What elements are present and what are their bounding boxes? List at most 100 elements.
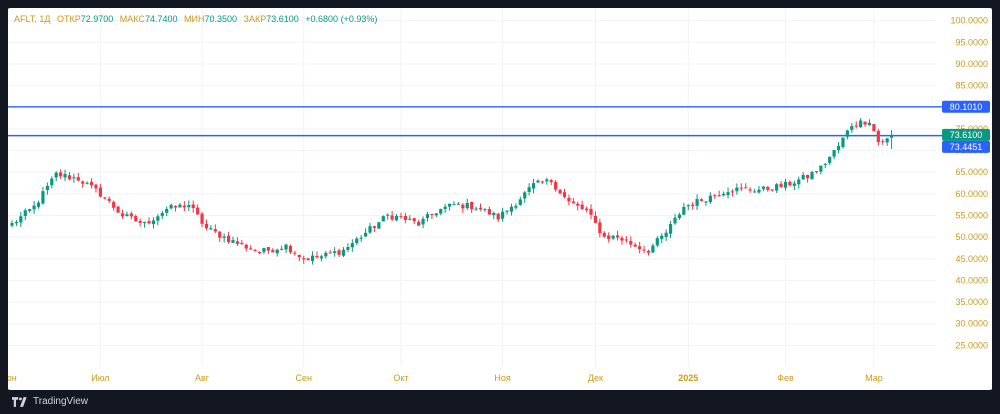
close-value: 73.6100 xyxy=(266,14,299,24)
candle-body xyxy=(841,137,845,147)
y-tick-label: 75.0000 xyxy=(955,124,988,134)
candle-body xyxy=(836,146,841,151)
price-label-box xyxy=(942,128,990,141)
candle-body xyxy=(394,215,399,221)
candle-body xyxy=(417,221,421,226)
candle-body xyxy=(28,209,32,211)
candle-body xyxy=(885,138,889,143)
candle-body xyxy=(854,125,858,127)
price-axis[interactable]: 100.000095.000090.000085.000080.000075.0… xyxy=(950,16,988,351)
candle-body xyxy=(147,221,151,224)
candle-body xyxy=(527,187,531,192)
x-tick-label: Дек xyxy=(588,373,603,383)
candle-body xyxy=(487,209,491,215)
candle-body xyxy=(341,249,346,256)
low-value: 70.3500 xyxy=(204,14,238,24)
candle-body xyxy=(470,201,474,210)
candle-body xyxy=(421,218,425,225)
chart-frame: 100.000095.000090.000085.000080.000075.0… xyxy=(8,8,992,390)
candle-body xyxy=(633,244,637,247)
y-tick-label: 25.0000 xyxy=(955,340,988,350)
candle-body xyxy=(76,177,80,181)
y-tick-label: 40.0000 xyxy=(955,275,988,285)
candle-body xyxy=(89,181,94,186)
candle-body xyxy=(536,180,540,183)
symbol-name[interactable]: AFLT, 1Д xyxy=(14,14,51,24)
candlestick-chart: 100.000095.000090.000085.000080.000075.0… xyxy=(8,8,990,383)
candle-body xyxy=(576,203,580,206)
candle-body xyxy=(889,134,894,138)
candle-body xyxy=(664,232,668,237)
candle-body xyxy=(580,204,584,210)
candle-body xyxy=(766,186,770,190)
y-tick-label: 85.0000 xyxy=(955,81,988,91)
candle-body xyxy=(540,181,544,183)
candle-body xyxy=(337,250,341,255)
candle-body xyxy=(408,218,412,220)
candle-body xyxy=(425,214,430,219)
candle-body xyxy=(23,210,27,216)
candle-body xyxy=(434,213,438,216)
candle-body xyxy=(196,207,200,215)
candle-body xyxy=(204,223,209,229)
candle-body xyxy=(36,202,41,207)
candle-body xyxy=(399,216,403,218)
candle-body xyxy=(107,198,111,201)
candle-body xyxy=(797,179,801,185)
horizontal-lines[interactable] xyxy=(8,106,944,137)
time-axis[interactable]: Июн Июл Авг Сен Окт Ноя Дек 2025 Фев Мар xyxy=(8,373,883,383)
candle-body xyxy=(850,126,854,130)
candle-body xyxy=(832,150,836,157)
candle-body xyxy=(443,206,447,210)
candle-body xyxy=(788,181,792,186)
symbol-legend[interactable]: AFLT, 1Д ОТКР72.9700 МАКС74.7400 МИН70.3… xyxy=(14,14,377,24)
x-tick-label: Фев xyxy=(777,373,794,383)
candle-body xyxy=(567,197,571,202)
candle-body xyxy=(492,212,496,216)
candle-body xyxy=(32,205,36,210)
candle-body xyxy=(231,240,235,243)
candle-body xyxy=(103,197,107,199)
candle-body xyxy=(120,213,125,217)
tradingview-brand[interactable]: TradingView xyxy=(12,396,88,407)
candle-body xyxy=(165,208,169,213)
candle-body xyxy=(545,179,549,182)
y-tick-label: 65.0000 xyxy=(955,167,988,177)
candle-body xyxy=(655,238,659,246)
candle-body xyxy=(209,228,213,230)
candle-body xyxy=(257,251,262,253)
y-tick-label: 95.0000 xyxy=(955,37,988,47)
candle-body xyxy=(775,184,779,191)
candle-body xyxy=(673,217,677,224)
candles xyxy=(10,117,894,265)
candle-body xyxy=(138,221,142,223)
candle-body xyxy=(624,239,628,241)
candle-body xyxy=(554,181,558,190)
candle-body xyxy=(112,202,116,208)
candle-body xyxy=(695,198,699,206)
candle-body xyxy=(310,255,315,261)
candle-body xyxy=(642,249,646,251)
grid xyxy=(8,8,936,367)
candle-body xyxy=(412,218,416,222)
candle-body xyxy=(806,174,810,179)
candle-body xyxy=(45,185,49,190)
candle-body xyxy=(324,252,328,257)
candle-body xyxy=(509,206,514,212)
candle-body xyxy=(828,156,832,163)
y-tick-label: 60.0000 xyxy=(955,189,988,199)
candle-body xyxy=(98,187,102,197)
candle-body xyxy=(178,204,182,208)
y-tick-label: 30.0000 xyxy=(955,319,988,329)
candle-body xyxy=(611,235,615,239)
candle-body xyxy=(735,187,739,192)
candle-body xyxy=(589,208,593,215)
candle-body xyxy=(244,244,248,249)
candle-body xyxy=(346,247,350,250)
change-value: +0.6800 (+0.93%) xyxy=(305,14,378,24)
candle-body xyxy=(364,232,368,237)
candle-body xyxy=(713,195,717,197)
y-tick-label: 90.0000 xyxy=(955,59,988,69)
candle-body xyxy=(823,163,827,165)
candle-body xyxy=(863,121,867,125)
